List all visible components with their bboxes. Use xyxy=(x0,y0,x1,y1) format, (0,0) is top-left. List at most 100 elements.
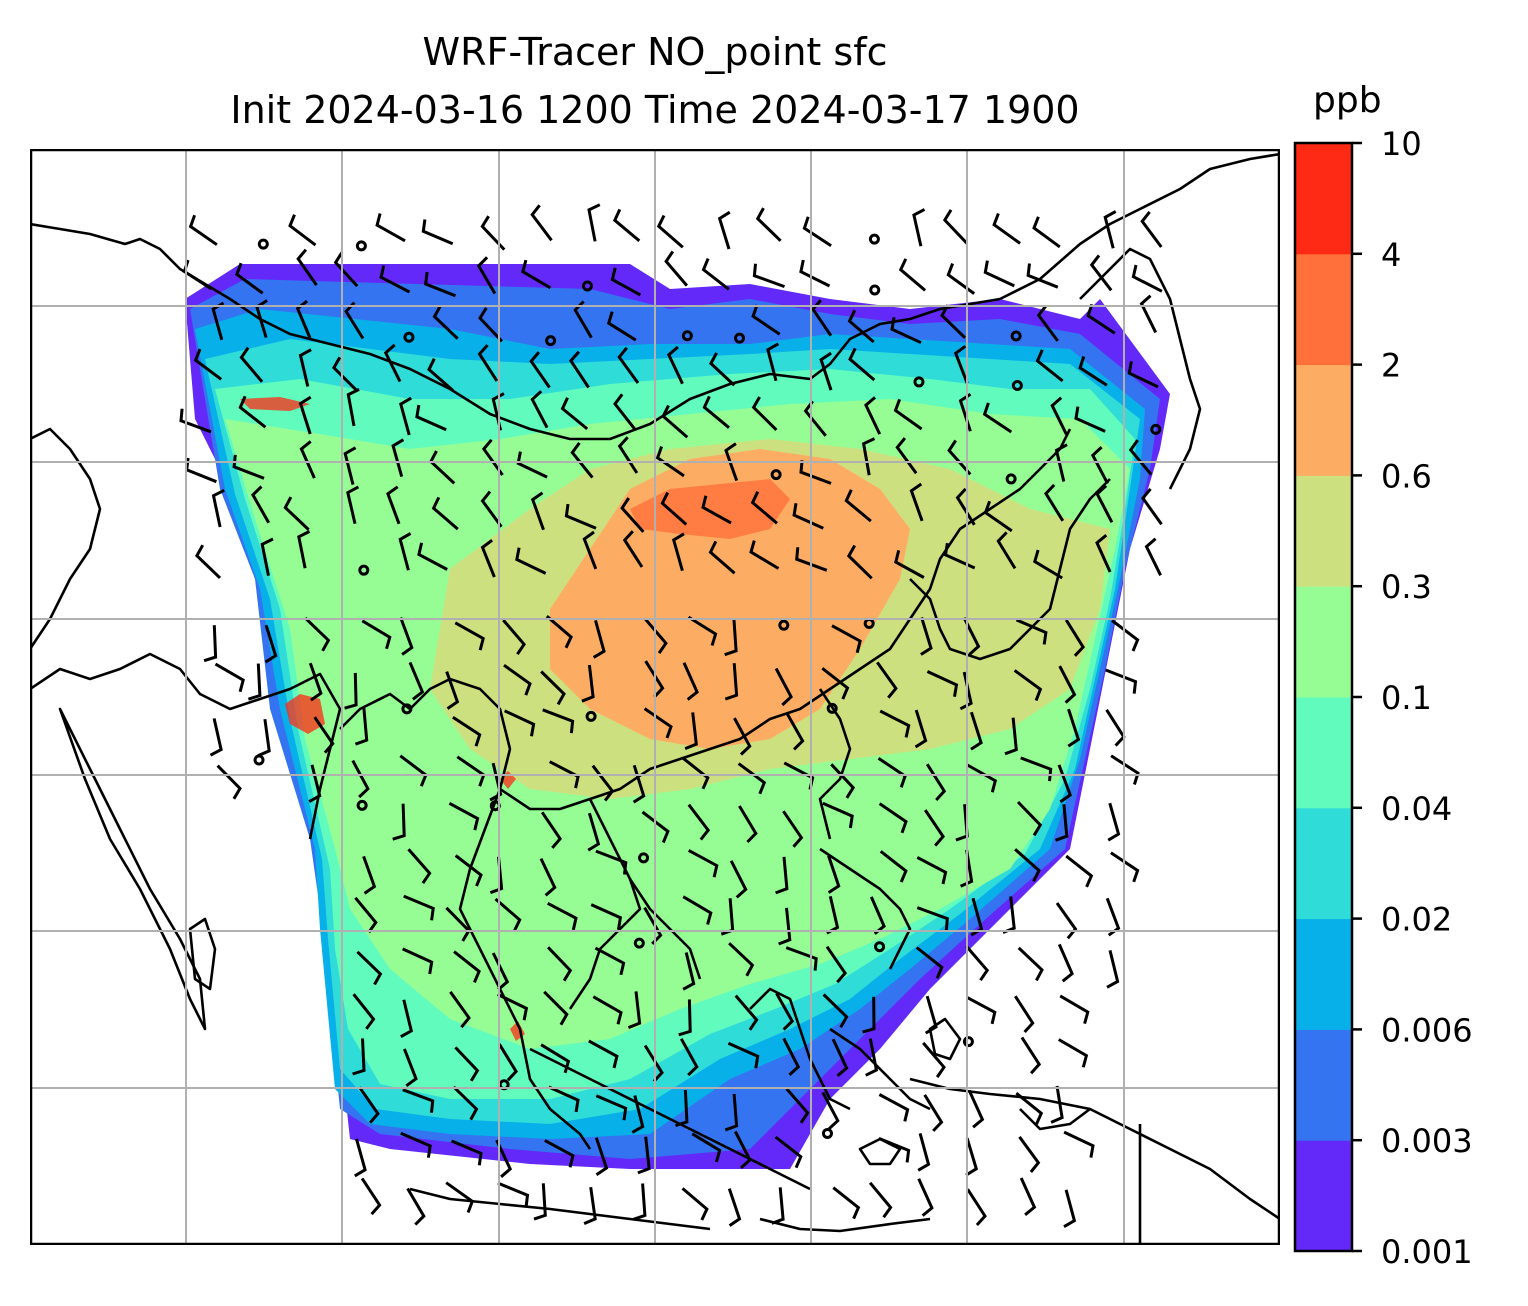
wind-barb xyxy=(894,550,925,579)
wind-barb xyxy=(529,351,551,389)
wind-barb xyxy=(400,1131,432,1158)
wind-barb xyxy=(503,663,532,696)
calm-wind-marker xyxy=(581,280,593,292)
wind-barb xyxy=(283,496,310,531)
colorbar-frame xyxy=(1293,141,1354,1253)
wind-barb xyxy=(734,994,759,1031)
wind-barb xyxy=(188,214,218,246)
wind-barb xyxy=(1065,854,1094,888)
wind-barb xyxy=(724,663,739,701)
wind-barb xyxy=(590,903,623,930)
wind-barb xyxy=(627,991,642,1029)
wind-barb xyxy=(288,214,317,247)
colorbar-tick-label: 0.04 xyxy=(1381,790,1452,828)
wind-barb xyxy=(862,996,876,1034)
wind-barb xyxy=(346,388,360,427)
wind-barb xyxy=(877,757,907,788)
wind-barb xyxy=(1014,995,1035,1034)
wind-barb xyxy=(821,1091,840,1130)
wind-barb xyxy=(521,259,552,290)
wind-barb xyxy=(544,1139,575,1168)
wind-barb xyxy=(822,993,849,1029)
wind-barb xyxy=(549,760,580,789)
wind-barb xyxy=(403,1048,418,1088)
wind-barb xyxy=(774,1135,803,1169)
wind-barb xyxy=(594,946,626,976)
wind-barb xyxy=(1089,254,1113,292)
wind-barb xyxy=(445,1181,475,1214)
wind-barb xyxy=(530,390,549,429)
wind-barb xyxy=(737,762,767,795)
wind-barb xyxy=(540,670,566,706)
wind-barb xyxy=(247,663,262,701)
wind-barb xyxy=(1111,619,1140,652)
calm-wind-marker xyxy=(253,754,265,766)
wind-barb xyxy=(489,762,503,802)
wind-barb xyxy=(1103,210,1117,249)
calm-wind-marker xyxy=(356,799,368,811)
wind-barb xyxy=(581,664,595,703)
calm-wind-marker xyxy=(778,619,790,631)
wind-barb xyxy=(216,764,242,800)
wind-barb xyxy=(752,263,786,289)
wind-barb xyxy=(942,209,968,245)
wind-barb xyxy=(333,251,359,288)
wind-barb xyxy=(427,358,455,392)
wind-barb xyxy=(878,1093,910,1122)
wind-barb xyxy=(738,805,758,844)
wind-barb xyxy=(573,300,593,339)
colorbar-band xyxy=(1295,586,1352,698)
colorbar-tick-label: 4 xyxy=(1381,236,1401,274)
wind-barb xyxy=(594,1137,609,1176)
wind-barb xyxy=(182,259,213,291)
wind-barb xyxy=(983,260,1015,288)
wind-barb xyxy=(916,856,948,885)
wind-barb xyxy=(308,662,323,702)
wind-barb xyxy=(497,993,529,1021)
colorbar-tick-label: 0.1 xyxy=(1381,679,1432,717)
wind-barb xyxy=(569,350,590,389)
wind-barb xyxy=(1004,717,1018,756)
wind-barb xyxy=(1095,484,1114,523)
colorbar-ticks: 0.001 0.003 0.006 0.02 0.04 0.1 0.3 0.6 2 4 10 xyxy=(1352,125,1473,1271)
wind-barb xyxy=(588,1039,619,1069)
wind-barb xyxy=(497,1181,530,1208)
wind-barb xyxy=(830,763,856,799)
wind-barb xyxy=(751,304,781,336)
wind-barb xyxy=(540,811,562,849)
wind-barb xyxy=(644,660,665,699)
wind-barb xyxy=(687,803,711,841)
wind-barb xyxy=(595,849,628,875)
wind-barb xyxy=(403,894,435,921)
wind-barb xyxy=(953,344,969,384)
wind-barb xyxy=(539,857,557,897)
wind-barb xyxy=(453,950,481,983)
chart-title-line-1: WRF-Tracer NO_point sfc xyxy=(422,30,888,74)
wind-barb xyxy=(643,707,673,739)
wind-barb xyxy=(1019,1177,1037,1216)
wind-barb xyxy=(909,482,924,522)
wind-barb xyxy=(970,897,984,937)
wind-barb xyxy=(633,1183,647,1221)
wind-barb xyxy=(398,532,412,571)
colorbar-band xyxy=(1295,918,1352,1030)
wind-barb xyxy=(417,542,448,571)
wind-barb xyxy=(179,408,212,434)
colorbar-unit-label: ppb xyxy=(1313,80,1382,121)
wind-barb xyxy=(375,213,406,243)
wind-barb xyxy=(295,299,312,339)
wind-barb xyxy=(448,801,480,831)
wind-barb xyxy=(383,343,402,383)
wind-barb xyxy=(209,718,223,757)
wind-barb xyxy=(195,544,222,579)
colorbar-band xyxy=(1295,364,1352,476)
wind-barb xyxy=(795,547,828,572)
wind-barb xyxy=(1033,549,1063,580)
wind-barb xyxy=(193,348,223,381)
wind-barb xyxy=(750,491,778,525)
wind-barb xyxy=(391,438,405,478)
wind-barb xyxy=(996,531,1017,570)
wind-barb xyxy=(1017,946,1044,982)
wind-barb xyxy=(1105,897,1121,937)
wind-barb xyxy=(709,352,736,387)
